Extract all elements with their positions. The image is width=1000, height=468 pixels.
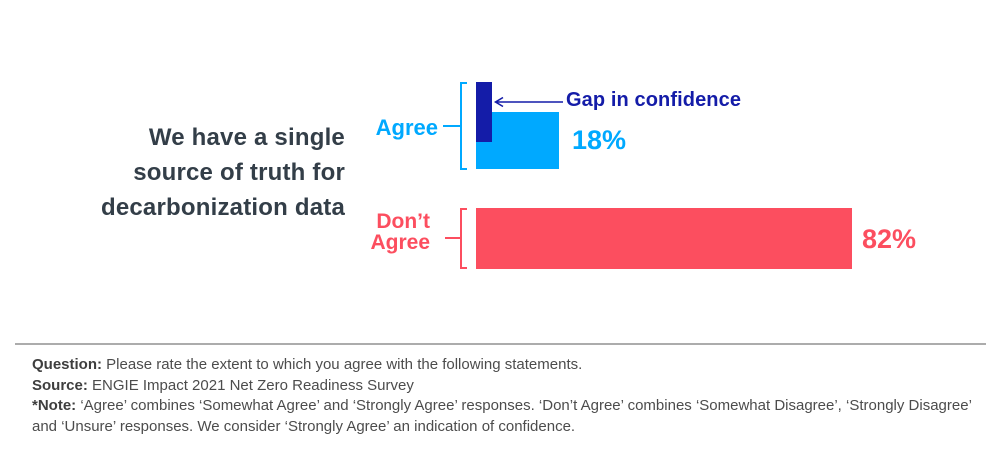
source-label: Source: [32, 376, 88, 394]
dont-agree-bracket [460, 208, 467, 269]
note-text: ‘Agree’ combines ‘Somewhat Agree’ and ‘S… [32, 397, 972, 435]
dont-agree-bar [476, 208, 852, 269]
question-text: Please rate the extent to which you agre… [106, 356, 583, 373]
footer-source: Source: ENGIE Impact 2021 Net Zero Readi… [32, 376, 974, 397]
chart-title-line-3: decarbonization data [100, 194, 345, 221]
footer-note: *Note: ‘Agree’ combines ‘Somewhat Agree’… [32, 396, 974, 437]
chart-title-line-1: We have a single [148, 124, 345, 151]
gap-arrow-icon [492, 95, 564, 113]
dont-agree-value-label: 82% [862, 224, 917, 254]
agree-bracket [460, 82, 467, 170]
question-label: Question: [32, 356, 102, 373]
chart-title: We have a single source of truth for dec… [15, 120, 345, 225]
gap-annotation-label: Gap in confidence [566, 89, 742, 111]
chart-title-line-2: source of truth for [133, 159, 345, 186]
note-label: *Note: [32, 397, 77, 414]
footer-question: Question: Please rate the extent to whic… [32, 355, 974, 376]
gap-marker-bar [476, 82, 492, 142]
agree-bracket-tick [443, 125, 460, 127]
agree-category-label: Agree [375, 115, 438, 140]
agree-value-label: 18% [572, 125, 627, 155]
source-text: ENGIE Impact 2021 Net Zero Readiness Sur… [92, 376, 414, 394]
divider-line [15, 343, 986, 345]
dont-agree-bracket-tick [445, 237, 460, 239]
dont-agree-category-label: Don’t Agree [370, 210, 430, 254]
footnotes: Question: Please rate the extent to whic… [32, 355, 974, 437]
